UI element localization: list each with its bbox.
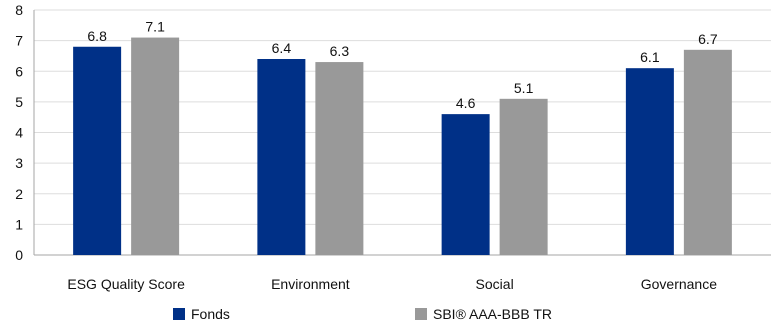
bar-benchmark (315, 62, 364, 255)
bar-fonds (257, 59, 306, 255)
data-label: 4.6 (456, 95, 476, 111)
legend-swatch (173, 308, 185, 320)
y-tick-label: 3 (15, 155, 23, 171)
y-tick-label: 1 (15, 216, 23, 232)
y-tick-label: 4 (15, 125, 23, 141)
data-label: 6.3 (330, 43, 350, 59)
category-label: ESG Quality Score (67, 276, 185, 292)
y-tick-label: 8 (15, 2, 23, 18)
bars (73, 37, 732, 255)
data-label: 5.1 (514, 80, 534, 96)
y-tick-label: 2 (15, 186, 23, 202)
bar-fonds (441, 114, 490, 255)
bar-benchmark (683, 49, 732, 255)
legend-label: SBI® AAA-BBB TR (433, 306, 552, 322)
data-label: 6.8 (87, 28, 107, 44)
category-label: Environment (271, 276, 350, 292)
legend: Fonds SBI® AAA-BBB TR (173, 306, 552, 322)
data-label: 6.1 (640, 49, 660, 65)
category-label: Social (476, 276, 514, 292)
bar-fonds (625, 68, 674, 255)
x-axis-labels: ESG Quality Score Environment Social Govern… (67, 276, 717, 292)
y-tick-label: 5 (15, 94, 23, 110)
data-label: 7.1 (145, 19, 165, 35)
bar-fonds (73, 46, 122, 255)
y-tick-label: 7 (15, 33, 23, 49)
category-label: Governance (641, 276, 717, 292)
bar-benchmark (131, 37, 180, 255)
data-label: 6.4 (272, 40, 292, 56)
legend-label: Fonds (191, 306, 230, 322)
legend-swatch (415, 308, 427, 320)
data-label: 6.7 (698, 31, 718, 47)
data-labels: 6.8 7.1 6.4 6.3 4.6 5.1 6.1 6.7 (87, 19, 717, 112)
y-tick-label: 0 (15, 247, 23, 263)
y-tick-label: 6 (15, 63, 23, 79)
y-axis: 0 1 2 3 4 5 6 7 8 (15, 2, 35, 263)
bar-benchmark (499, 98, 548, 255)
